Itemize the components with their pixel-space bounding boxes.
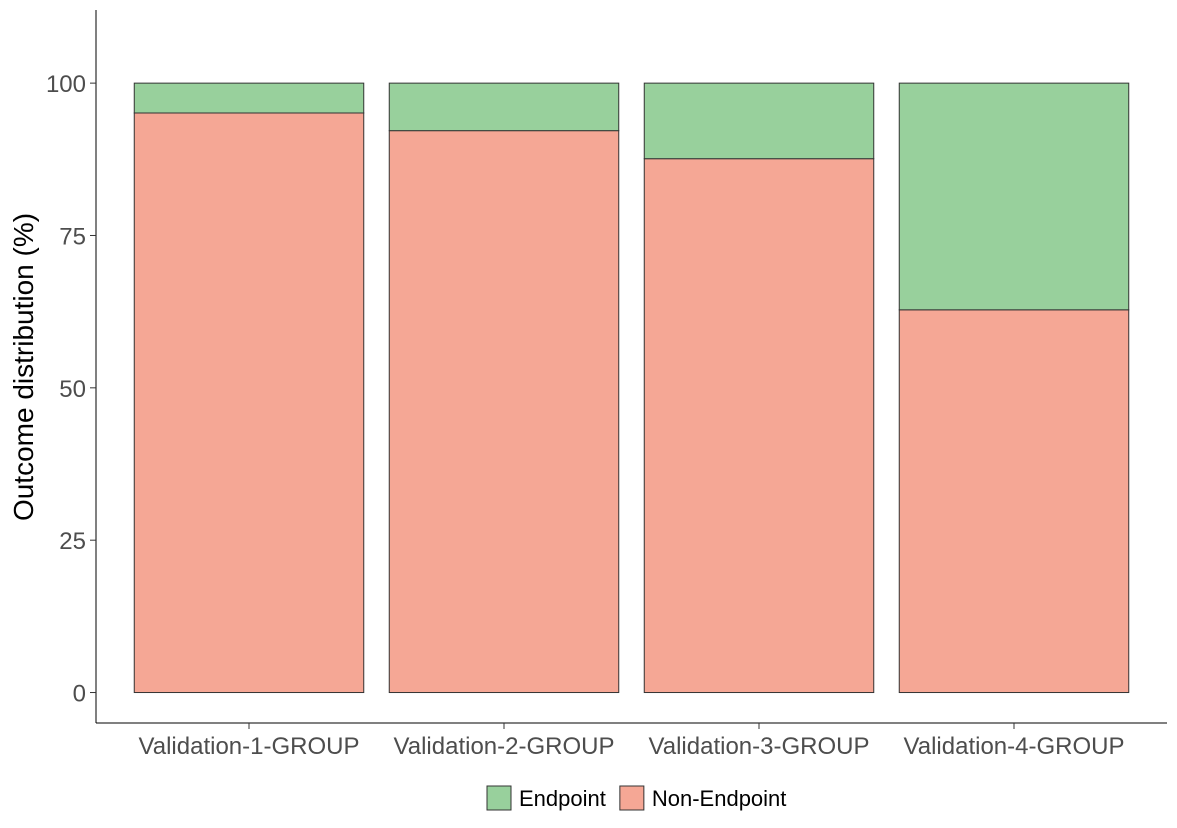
x-tick-label: Validation-4-GROUP [904, 733, 1125, 760]
legend-swatch [486, 785, 512, 811]
legend-swatch [619, 785, 645, 811]
bar-2-endpoint [388, 82, 620, 132]
y-axis-ticks: 0 25 50 75 100 [46, 71, 96, 708]
legend-label: Non-Endpoint [652, 786, 787, 811]
bar-3-non-endpoint [643, 158, 875, 694]
x-tick-label: Validation-2-GROUP [394, 733, 615, 760]
bar-1-endpoint [133, 82, 365, 114]
y-tick-label: 25 [59, 528, 86, 555]
y-axis-title: Outcome distribution (%) [8, 213, 39, 521]
x-tick-label: Validation-3-GROUP [649, 733, 870, 760]
bar-3-endpoint [643, 82, 875, 160]
bars [133, 82, 1130, 694]
x-tick-label: Validation-1-GROUP [139, 733, 360, 760]
bar-4-endpoint [898, 82, 1130, 311]
bar-4-non-endpoint [898, 309, 1130, 694]
y-tick-label: 0 [73, 681, 86, 708]
bar-2-non-endpoint [388, 130, 620, 694]
x-axis-ticks: Validation-1-GROUP Validation-2-GROUP Vali… [139, 723, 1125, 760]
y-tick-label: 75 [59, 223, 86, 250]
legend-label: Endpoint [519, 786, 606, 811]
bar-1-non-endpoint [133, 112, 365, 694]
y-tick-label: 100 [46, 71, 86, 98]
y-tick-label: 50 [59, 376, 86, 403]
legend: Endpoint Non-Endpoint [486, 785, 787, 811]
